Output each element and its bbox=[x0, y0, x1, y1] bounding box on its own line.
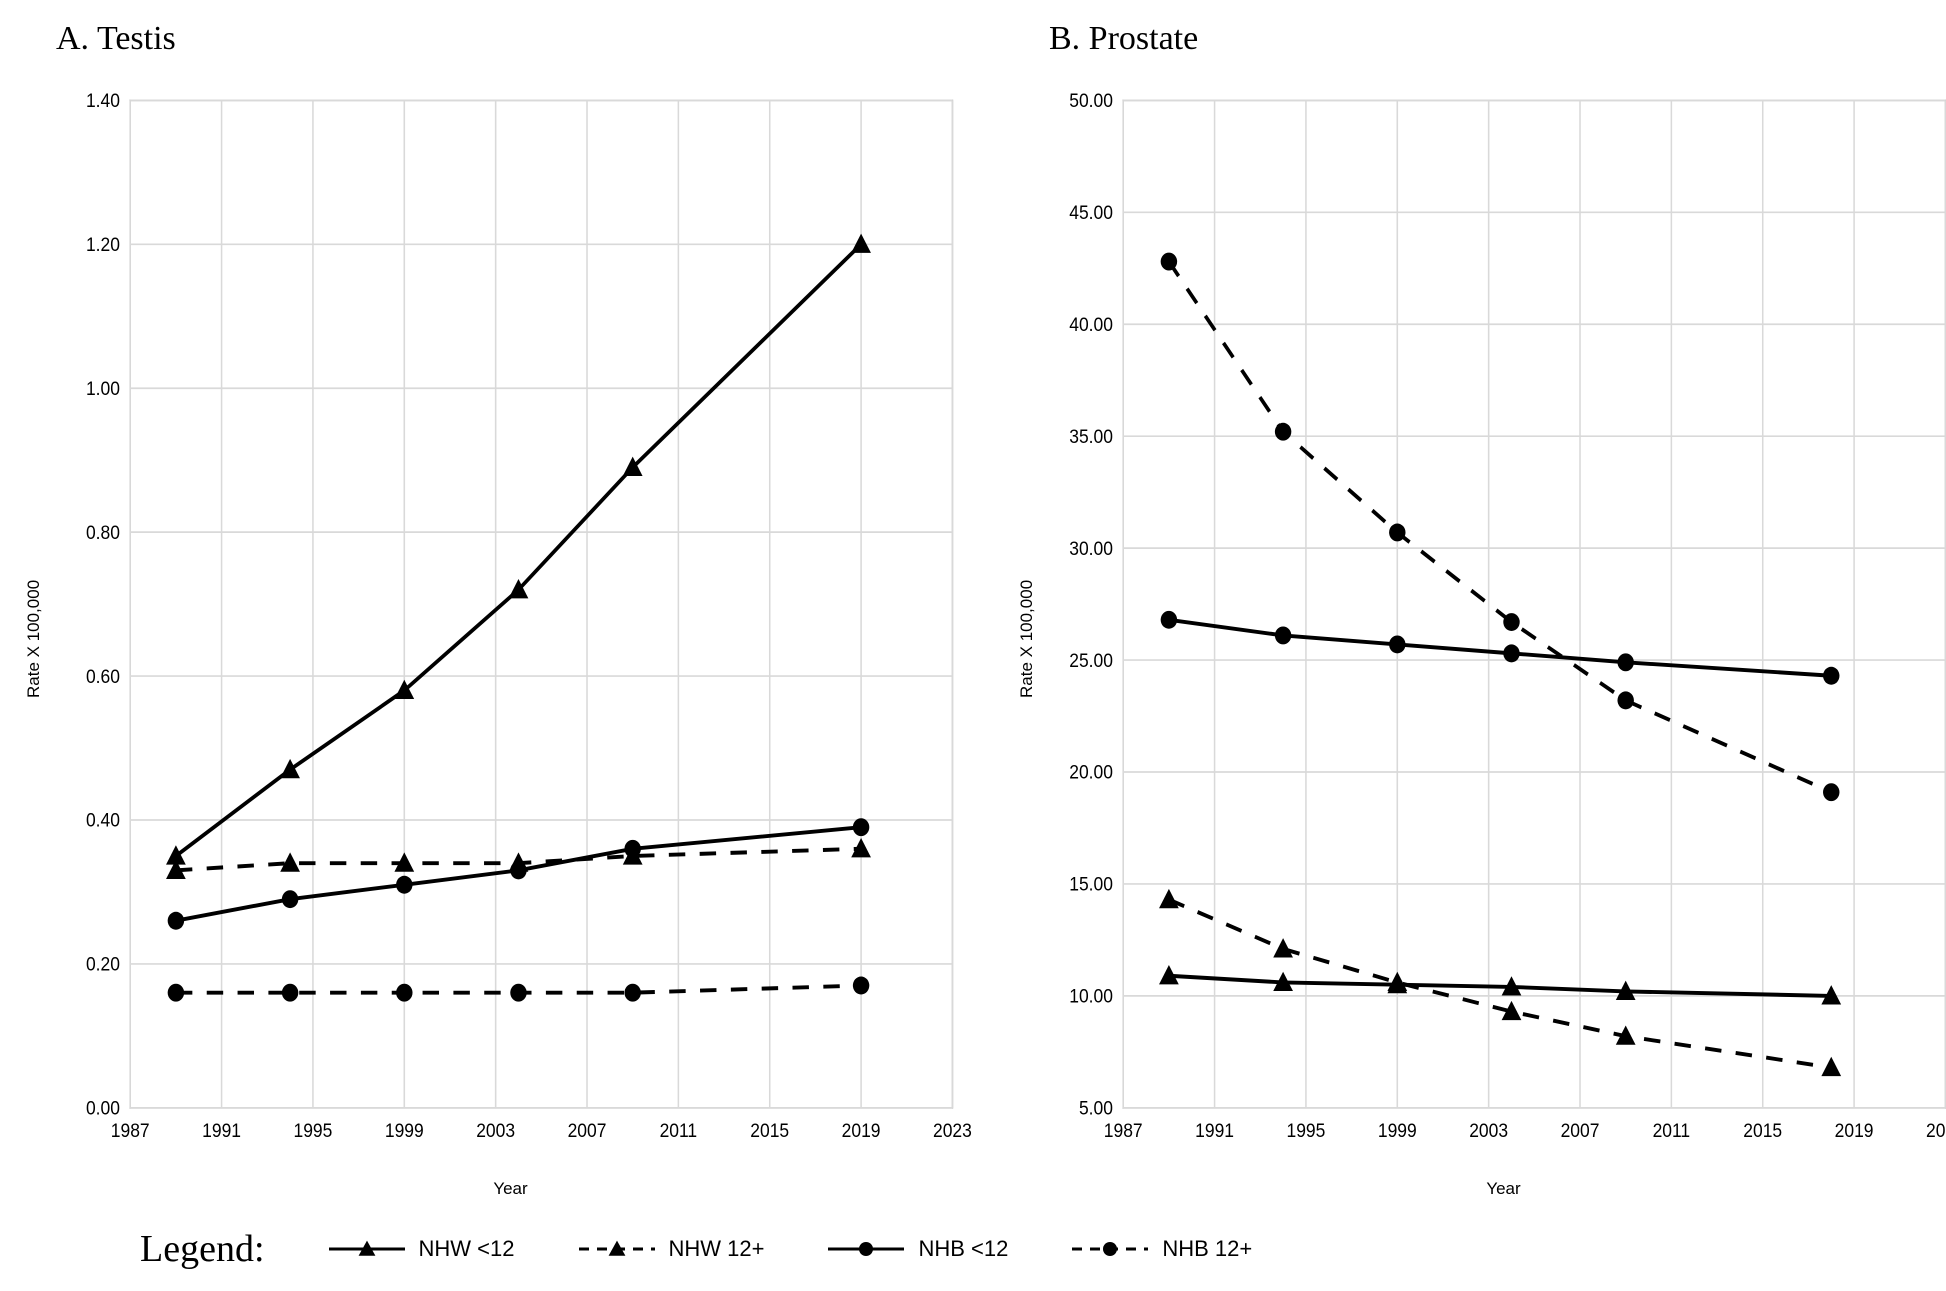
svg-text:1.20: 1.20 bbox=[86, 233, 120, 255]
panel-b-svg: 5.00 10.00 15.00 20.00 25.00 30.00 35.00 40.00 4… bbox=[1041, 78, 1946, 1175]
svg-text:5.00: 5.00 bbox=[1079, 1097, 1113, 1119]
svg-text:2011: 2011 bbox=[1653, 1119, 1691, 1141]
svg-text:15.00: 15.00 bbox=[1069, 873, 1113, 895]
svg-text:2023: 2023 bbox=[1926, 1119, 1946, 1141]
svg-text:30.00: 30.00 bbox=[1069, 537, 1113, 559]
svg-text:2015: 2015 bbox=[750, 1119, 789, 1141]
svg-text:25.00: 25.00 bbox=[1069, 649, 1113, 671]
panel-b-chart-wrap: Rate X 100,000 5.00 10.00 15.00 20.00 25.00 3… bbox=[1013, 78, 1946, 1199]
svg-text:35.00: 35.00 bbox=[1069, 425, 1113, 447]
svg-text:1.00: 1.00 bbox=[86, 377, 120, 399]
panel-b-plot-col: 5.00 10.00 15.00 20.00 25.00 30.00 35.00 40.00 4… bbox=[1041, 78, 1946, 1199]
legend: Legend: NHW <12 NHW 12+ NHB <12 NHB 12+ bbox=[20, 1199, 1946, 1271]
svg-text:1999: 1999 bbox=[385, 1119, 424, 1141]
legend-item-nhw-12p: NHW 12+ bbox=[577, 1236, 765, 1262]
legend-label-nhb-12p: NHB 12+ bbox=[1162, 1236, 1252, 1262]
panel-a-xlabel: Year bbox=[48, 1175, 973, 1199]
svg-text:0.80: 0.80 bbox=[86, 521, 120, 543]
svg-text:1987: 1987 bbox=[1104, 1119, 1143, 1141]
panel-a-plot: 0.00 0.20 0.40 0.60 0.80 1.00 1.20 1.40 1987 1991… bbox=[48, 78, 973, 1175]
svg-text:20.00: 20.00 bbox=[1069, 761, 1113, 783]
svg-text:1995: 1995 bbox=[294, 1119, 333, 1141]
svg-text:1.40: 1.40 bbox=[86, 89, 120, 111]
svg-text:50.00: 50.00 bbox=[1069, 89, 1113, 111]
legend-label-nhw-lt12: NHW <12 bbox=[419, 1236, 515, 1262]
panel-a-chart-wrap: Rate X 100,000 0.00 0.20 0.40 0.60 0.80 1.00 1… bbox=[20, 78, 973, 1199]
legend-swatch-nhb-12p bbox=[1070, 1239, 1150, 1259]
svg-text:2019: 2019 bbox=[842, 1119, 881, 1141]
svg-text:2023: 2023 bbox=[933, 1119, 972, 1141]
svg-text:0.40: 0.40 bbox=[86, 809, 120, 831]
panel-b: B. Prostate Rate X 100,000 5.00 10.00 15.0… bbox=[1013, 20, 1946, 1199]
legend-title: Legend: bbox=[140, 1227, 265, 1271]
svg-text:2003: 2003 bbox=[476, 1119, 515, 1141]
panel-a-title: A. Testis bbox=[56, 20, 973, 58]
svg-text:2015: 2015 bbox=[1743, 1119, 1782, 1141]
legend-item-nhb-lt12: NHB <12 bbox=[826, 1236, 1008, 1262]
panels-row: A. Testis Rate X 100,000 0.00 0.20 0.40 0.6… bbox=[20, 20, 1946, 1199]
panel-a-ylabel: Rate X 100,000 bbox=[20, 78, 48, 1199]
panel-b-plot: 5.00 10.00 15.00 20.00 25.00 30.00 35.00 40.00 4… bbox=[1041, 78, 1946, 1175]
svg-text:45.00: 45.00 bbox=[1069, 201, 1113, 223]
svg-text:40.00: 40.00 bbox=[1069, 313, 1113, 335]
panel-a-plot-col: 0.00 0.20 0.40 0.60 0.80 1.00 1.20 1.40 1987 1991… bbox=[48, 78, 973, 1199]
svg-text:10.00: 10.00 bbox=[1069, 985, 1113, 1007]
panel-a-svg: 0.00 0.20 0.40 0.60 0.80 1.00 1.20 1.40 1987 1991… bbox=[48, 78, 973, 1175]
legend-swatch-nhb-lt12 bbox=[826, 1239, 906, 1259]
svg-text:0.00: 0.00 bbox=[86, 1097, 120, 1119]
legend-swatch-nhw-12p bbox=[577, 1239, 657, 1259]
legend-swatch-nhw-lt12 bbox=[327, 1239, 407, 1259]
svg-text:0.20: 0.20 bbox=[86, 953, 120, 975]
legend-item-nhw-lt12: NHW <12 bbox=[327, 1236, 515, 1262]
svg-text:2007: 2007 bbox=[568, 1119, 607, 1141]
svg-text:1991: 1991 bbox=[1195, 1119, 1234, 1141]
svg-text:2003: 2003 bbox=[1469, 1119, 1508, 1141]
svg-text:0.60: 0.60 bbox=[86, 665, 120, 687]
svg-text:1987: 1987 bbox=[111, 1119, 150, 1141]
panel-b-title: B. Prostate bbox=[1049, 20, 1946, 58]
panel-b-ylabel: Rate X 100,000 bbox=[1013, 78, 1041, 1199]
figure-container: A. Testis Rate X 100,000 0.00 0.20 0.40 0.6… bbox=[20, 20, 1946, 1271]
panel-a: A. Testis Rate X 100,000 0.00 0.20 0.40 0.6… bbox=[20, 20, 973, 1199]
svg-text:1991: 1991 bbox=[202, 1119, 241, 1141]
panel-b-xlabel: Year bbox=[1041, 1175, 1946, 1199]
svg-text:1999: 1999 bbox=[1378, 1119, 1417, 1141]
svg-text:2011: 2011 bbox=[660, 1119, 698, 1141]
svg-text:2019: 2019 bbox=[1835, 1119, 1874, 1141]
svg-text:1995: 1995 bbox=[1287, 1119, 1326, 1141]
svg-text:2007: 2007 bbox=[1561, 1119, 1600, 1141]
legend-label-nhb-lt12: NHB <12 bbox=[918, 1236, 1008, 1262]
legend-label-nhw-12p: NHW 12+ bbox=[669, 1236, 765, 1262]
legend-item-nhb-12p: NHB 12+ bbox=[1070, 1236, 1252, 1262]
